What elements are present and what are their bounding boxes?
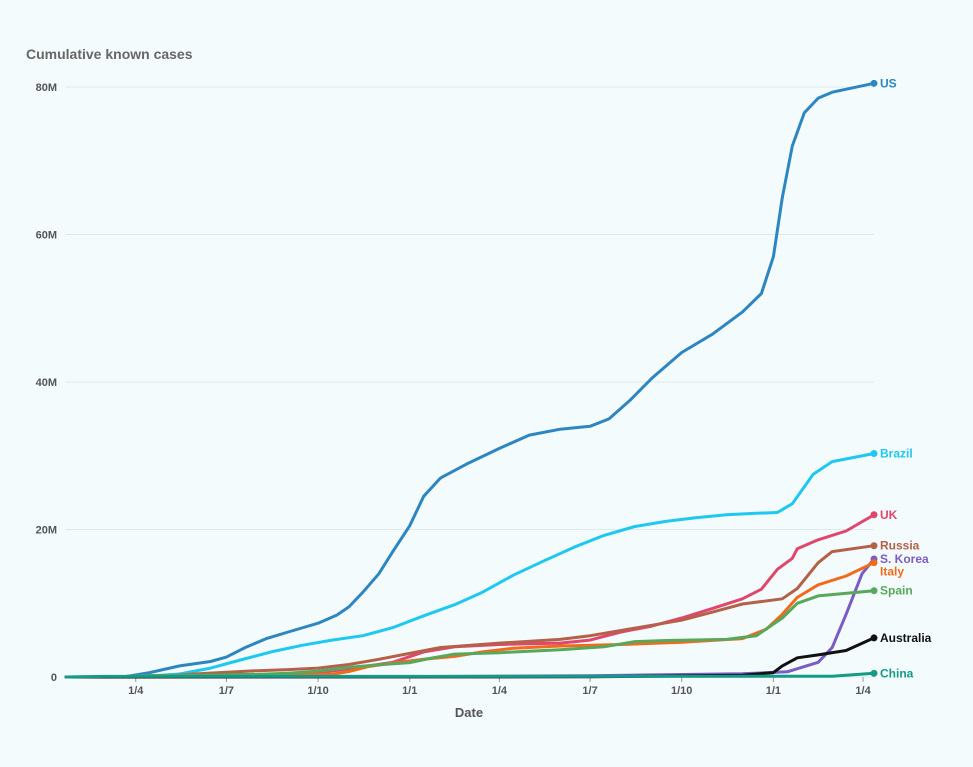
y-tick-label: 80M bbox=[36, 82, 57, 94]
series-label-s-korea: S. Korea bbox=[880, 552, 929, 566]
x-tick-label: 1/7 bbox=[582, 685, 597, 697]
y-tick-label: 0 bbox=[51, 672, 57, 684]
series-layer bbox=[64, 79, 878, 679]
grid bbox=[66, 86, 874, 678]
x-tick-label: 1/10 bbox=[307, 685, 328, 697]
series-label-italy: Italy bbox=[880, 565, 904, 579]
series-endpoint-us bbox=[870, 79, 878, 87]
x-axis: 1/4 1/7 1/10 1/1 1/4 1/7 1/10 1/1 1/4 bbox=[128, 677, 872, 697]
series-endpoint-russia bbox=[870, 542, 878, 550]
series-endpoint-china bbox=[870, 669, 878, 677]
series-label-australia: Australia bbox=[880, 631, 932, 645]
x-tick-label: 1/4 bbox=[128, 685, 144, 697]
y-tick-label: 60M bbox=[36, 230, 57, 242]
series-label-brazil: Brazil bbox=[880, 447, 913, 461]
y-tick-label: 40M bbox=[36, 377, 57, 389]
series-line-china bbox=[64, 671, 876, 679]
series-label-china: China bbox=[880, 666, 914, 680]
x-tick-label: 1/1 bbox=[766, 685, 781, 697]
series-label-us: US bbox=[880, 76, 897, 90]
series-line-brazil bbox=[64, 452, 876, 679]
series-line-russia bbox=[64, 544, 876, 679]
chart-title: Cumulative known cases bbox=[26, 46, 193, 62]
x-axis-title: Date bbox=[455, 705, 483, 720]
series-line-italy bbox=[64, 561, 876, 679]
series-endpoint-brazil bbox=[870, 450, 878, 458]
series-line-spain bbox=[64, 589, 876, 679]
x-tick-label: 1/7 bbox=[219, 685, 234, 697]
y-axis: 0 20M 40M 60M 80M bbox=[36, 82, 57, 684]
x-tick-label: 1/10 bbox=[671, 685, 692, 697]
series-label-uk: UK bbox=[880, 508, 898, 522]
x-tick-label: 1/4 bbox=[855, 685, 871, 697]
y-tick-label: 20M bbox=[36, 525, 57, 537]
x-tick-label: 1/1 bbox=[402, 685, 417, 697]
series-endpoint-italy bbox=[870, 559, 878, 567]
x-tick-label: 1/4 bbox=[492, 685, 508, 697]
series-label-russia: Russia bbox=[880, 539, 920, 553]
series-label-spain: Spain bbox=[880, 584, 913, 598]
series-line-s-korea bbox=[64, 557, 876, 679]
series-endpoint-uk bbox=[870, 511, 878, 519]
series-line-us bbox=[64, 81, 876, 679]
series-endpoint-australia bbox=[870, 634, 878, 642]
series-endpoint-spain bbox=[870, 587, 878, 595]
